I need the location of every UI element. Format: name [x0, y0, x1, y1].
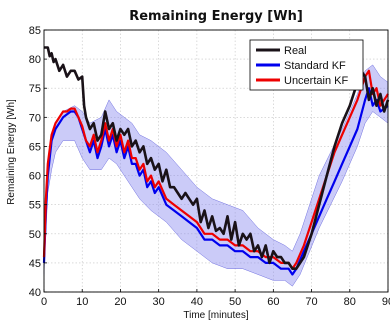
y-tick-label: 60: [29, 171, 41, 183]
x-tick-label: 50: [229, 296, 241, 308]
y-tick-label: 50: [29, 229, 41, 241]
legend-label-real: Real: [284, 45, 307, 57]
y-tick-label: 75: [29, 83, 41, 95]
x-tick-label: 60: [267, 296, 279, 308]
y-tick-label: 80: [29, 54, 41, 66]
x-tick-label: 90: [382, 296, 390, 308]
y-tick-label: 70: [29, 112, 41, 124]
y-tick-label: 40: [29, 287, 41, 299]
y-tick-labels: 40 45 50 55 60 65 70 75 80 85: [29, 25, 41, 299]
x-tick-label: 0: [41, 296, 47, 308]
plot-frame: [43, 29, 389, 293]
y-tick-label: 45: [29, 258, 41, 270]
x-tick-label: 10: [76, 296, 88, 308]
y-tick-label: 85: [29, 25, 41, 37]
y-tick-label: 55: [29, 200, 41, 212]
series-lines: [42, 46, 390, 276]
x-axis-label: Time [minutes]: [183, 310, 248, 321]
plot-border: [43, 29, 389, 293]
x-tick-label: 40: [191, 296, 203, 308]
legend-label-standard-kf: Standard KF: [284, 60, 346, 72]
legend-label-uncertain-kf: Uncertain KF: [284, 75, 348, 87]
x-tick-label: 20: [114, 296, 126, 308]
x-tick-label: 70: [305, 296, 317, 308]
y-axis-label: Remaining Energy [Wh]: [6, 99, 17, 205]
x-tick-label: 30: [153, 296, 165, 308]
y-tick-label: 65: [29, 141, 41, 153]
series-line-real: [44, 46, 390, 271]
chart-title: Remaining Energy [Wh]: [129, 9, 303, 24]
x-tick-labels: 0 10 20 30 40 50 60 70 80 90: [41, 296, 390, 308]
legend: Real Standard KF Uncertain KF: [249, 39, 364, 91]
x-tick-label: 80: [344, 296, 356, 308]
